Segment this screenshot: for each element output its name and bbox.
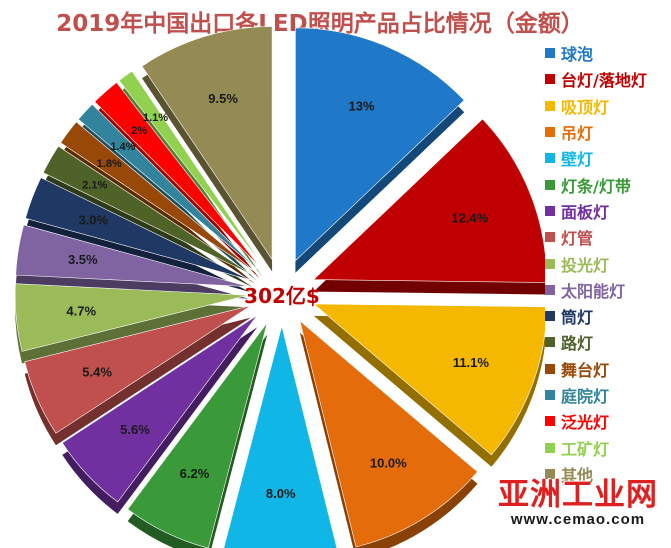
pie-slice-4	[299, 320, 478, 548]
pie-data-label-11: 3.0%	[78, 213, 108, 228]
legend-item: 灯管	[545, 224, 671, 250]
legend-item: 台灯/落地灯	[545, 66, 671, 92]
legend-swatch	[545, 232, 555, 243]
legend-item: 壁灯	[545, 145, 671, 171]
pie-data-label-7: 5.6%	[120, 422, 150, 437]
legend-swatch	[545, 100, 555, 111]
pie-slice-17	[141, 26, 273, 261]
legend-item: 庭院灯	[545, 382, 671, 408]
pie-data-label-10: 3.5%	[68, 252, 98, 267]
legend-swatch	[545, 258, 555, 269]
legend-label: 球泡	[561, 45, 594, 65]
pie-slice-13	[60, 121, 255, 272]
legend: 球泡台灯/落地灯 吸顶灯吊灯壁灯灯条/灯带面板灯灯管投光灯太阳能灯筒灯路灯舞台灯庭…	[545, 40, 671, 487]
pie-data-label-3: 11.1%	[453, 355, 490, 370]
pie-data-label-8: 5.4%	[82, 365, 112, 380]
legend-item: 球泡	[545, 40, 671, 66]
legend-item: 工矿灯	[545, 434, 671, 460]
pie-data-label-9: 4.7%	[66, 304, 96, 319]
legend-swatch	[545, 205, 555, 216]
legend-item: 舞台灯	[545, 356, 671, 382]
pie-data-label-5: 8.0%	[266, 486, 296, 501]
pie-chart: 13% 12.4% 11.1% 10.0% 8.0% 6.2% 5.6% 5.4% 4.7% 3.…	[14, 26, 545, 548]
legend-swatch	[545, 363, 555, 374]
legend-swatch	[545, 284, 555, 295]
pie-slice-12	[42, 145, 253, 276]
watermark-name: 亚洲工业网	[498, 477, 658, 513]
legend-swatch	[545, 468, 555, 479]
pie-slice-8	[24, 305, 252, 434]
pie-slice-7	[61, 315, 258, 503]
legend-swatch	[545, 127, 555, 138]
legend-swatch	[545, 48, 555, 59]
pie-data-label-1: 13%	[348, 99, 374, 114]
legend-label: 灯管	[561, 229, 594, 249]
pie-data-label-6: 6.2%	[180, 466, 210, 481]
pie-slice-5	[223, 325, 338, 548]
legend-item: 面板灯	[545, 198, 671, 224]
pie-data-label-14: 1.4%	[110, 141, 135, 153]
legend-label: 投光灯	[561, 255, 610, 275]
legend-label: 庭院灯	[561, 387, 610, 406]
pie-slice-10	[15, 224, 249, 287]
legend-label: 吊灯	[561, 124, 594, 144]
legend-label: 工矿灯	[561, 439, 610, 459]
pie-slices	[14, 26, 545, 548]
legend-swatch	[545, 416, 555, 427]
pie-data-label-12: 2.1%	[82, 180, 107, 192]
pie-data-label-15: 2%	[131, 125, 147, 137]
pie-slice-1	[295, 27, 465, 262]
pie-data-label-2: 12.4%	[451, 210, 488, 225]
pie-data-label-16: 1.1%	[143, 112, 168, 124]
pie-slice-16	[118, 70, 263, 265]
legend-item: 太阳能灯	[545, 277, 671, 303]
pie-slice-2	[312, 118, 545, 283]
legend-label: 其他	[561, 465, 594, 485]
legend-label: 灯条/灯带	[561, 176, 631, 196]
center-total-label: 302亿$	[244, 284, 320, 308]
watermark-url: www.cemao.com	[510, 511, 646, 528]
legend-swatch	[545, 74, 555, 85]
legend-item: 泛光灯	[545, 408, 671, 434]
legend-label: 泛光灯	[561, 413, 610, 433]
pie-data-label-17: 9.5%	[208, 91, 238, 106]
pie-data-labels: 13% 12.4% 11.1% 10.0% 8.0% 6.2% 5.6% 5.4% 4.7% 3.…	[66, 91, 489, 501]
legend-swatch	[545, 337, 555, 348]
legend-label: 路灯	[561, 334, 594, 354]
legend-item: 吊灯	[545, 119, 671, 145]
pie-slice-11	[25, 177, 251, 281]
pie-slice-9	[14, 283, 249, 352]
watermark: 亚洲工业网 www.cemao.com	[488, 478, 668, 528]
legend-item: 灯条/灯带	[545, 171, 671, 197]
legend-item: 投光灯	[545, 250, 671, 276]
pie-slice-3	[313, 303, 545, 456]
legend-swatch	[545, 442, 555, 453]
legend-swatch	[545, 153, 555, 164]
pie-slice-6	[127, 322, 268, 548]
legend-item: 路灯	[545, 329, 671, 355]
legend-item: 其他	[545, 461, 671, 487]
legend-label: 吸顶灯	[561, 97, 610, 117]
legend-item: 吸顶灯	[545, 93, 671, 119]
legend-label: 舞台灯	[561, 360, 610, 380]
pie-data-label-4: 10.0%	[370, 456, 407, 471]
pie-slice-14	[77, 103, 258, 270]
legend-swatch	[545, 311, 555, 322]
legend-label: 台灯/落地灯	[561, 71, 647, 91]
pie-data-label-13: 1.8%	[97, 158, 122, 170]
legend-item: 筒灯	[545, 303, 671, 329]
legend-label: 面板灯	[561, 202, 610, 222]
legend-label: 筒灯	[561, 308, 594, 328]
legend-swatch	[545, 390, 555, 400]
legend-label: 壁灯	[561, 150, 594, 170]
legend-label: 太阳能灯	[561, 281, 626, 301]
pie-slice-15	[94, 82, 260, 267]
legend-swatch	[545, 179, 555, 190]
